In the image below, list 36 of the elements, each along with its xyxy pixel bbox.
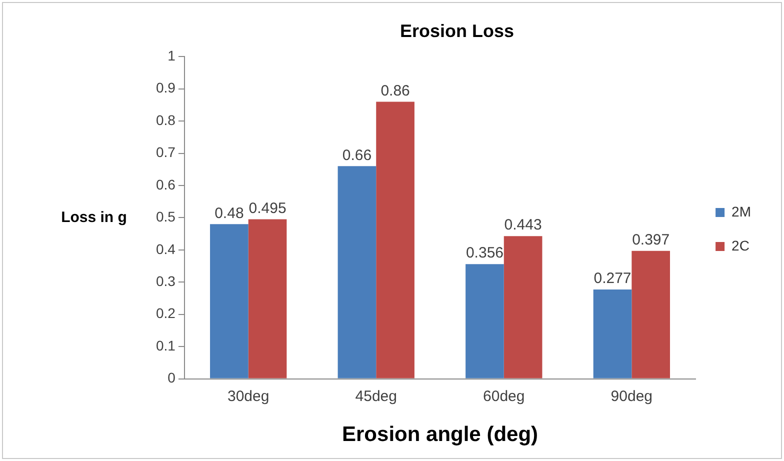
chart-title: Erosion Loss bbox=[400, 20, 514, 41]
data-label: 0.86 bbox=[380, 82, 410, 100]
y-tick-label: 0.9 bbox=[156, 80, 176, 96]
bar bbox=[593, 290, 632, 378]
y-tick-label: 0.2 bbox=[156, 305, 176, 322]
y-tick-label: 0.3 bbox=[156, 273, 176, 289]
bar bbox=[466, 264, 504, 378]
bar bbox=[504, 236, 542, 378]
y-tick-label: 0.6 bbox=[156, 176, 176, 192]
data-label: 0.48 bbox=[214, 204, 244, 222]
x-axis-title: Erosion angle (deg) bbox=[342, 423, 538, 446]
data-label: 0.66 bbox=[342, 146, 372, 164]
y-tick-label: 0.1 bbox=[156, 337, 176, 354]
data-label: 0.495 bbox=[248, 200, 286, 217]
legend-label: 2M bbox=[732, 203, 752, 220]
x-tick-label: 90deg bbox=[610, 388, 653, 405]
y-tick-label: 0.5 bbox=[156, 208, 176, 225]
y-axis-title: Loss in g bbox=[61, 208, 127, 226]
y-tick-label: 0.4 bbox=[156, 240, 176, 257]
y-tick-label: 0 bbox=[168, 370, 176, 386]
y-tick-label: 0.8 bbox=[156, 112, 176, 128]
bar bbox=[338, 166, 376, 378]
x-tick-label: 60deg bbox=[483, 388, 525, 405]
data-label: 0.277 bbox=[594, 270, 632, 288]
data-label: 0.397 bbox=[632, 232, 670, 249]
data-label: 0.356 bbox=[466, 244, 504, 262]
data-label: 0.443 bbox=[504, 216, 542, 234]
legend-label: 2C bbox=[732, 237, 750, 254]
x-tick-label: 30deg bbox=[227, 388, 270, 405]
bar bbox=[632, 250, 670, 378]
y-tick-label: 1 bbox=[168, 47, 176, 64]
bar bbox=[210, 224, 248, 378]
bar bbox=[376, 102, 414, 378]
y-tick-label: 0.7 bbox=[156, 144, 176, 160]
bar bbox=[248, 219, 287, 378]
x-tick-label: 45deg bbox=[355, 388, 397, 405]
